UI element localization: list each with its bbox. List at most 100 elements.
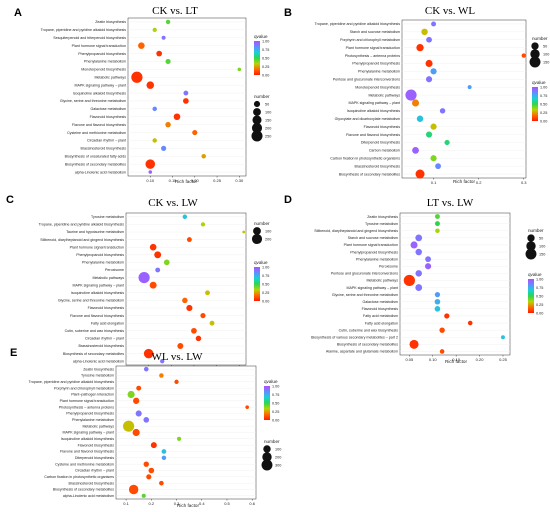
category-label: Plant hormone signal transduction <box>60 399 114 403</box>
category-label: Phenylpropanoid biosynthesis <box>78 52 126 56</box>
category-label: Flavonoid biosynthesis <box>88 306 125 310</box>
x-tick-label: 0.20 <box>476 357 485 362</box>
number-legend-title: number <box>254 94 270 99</box>
category-label: Phenylalanine metabolism <box>82 261 124 265</box>
panel-letter: B <box>284 7 292 19</box>
category-label: Zeatin biosynthesis <box>83 367 114 371</box>
number-legend-dot <box>263 445 271 453</box>
category-label: Peroxisome <box>379 264 398 268</box>
category-label: Galactose metabolism <box>362 300 398 304</box>
data-point <box>426 36 432 43</box>
number-legend-dot <box>251 130 263 142</box>
qvalue-colorbar <box>254 267 260 301</box>
data-point <box>149 281 157 289</box>
plot-frame <box>125 212 247 366</box>
data-point <box>183 98 189 104</box>
data-point <box>143 366 149 372</box>
number-legend-dot <box>251 233 263 245</box>
qvalue-legend-title: qvalue <box>264 379 278 384</box>
data-point <box>410 241 418 249</box>
data-point <box>183 90 189 96</box>
category-label: Tyrosine metabolism <box>81 374 114 378</box>
data-point <box>182 214 188 220</box>
number-tick-label: 250 <box>265 134 271 138</box>
data-point <box>415 234 423 242</box>
data-point <box>149 243 157 251</box>
qvalue-legend-title: qvalue <box>254 260 268 265</box>
qvalue-tick-label: 1.00 <box>262 265 269 269</box>
qvalue-tick-label: 0.75 <box>540 94 547 98</box>
qvalue-colorbar <box>264 386 270 420</box>
data-point <box>161 449 167 454</box>
qvalue-tick-label: 1.00 <box>262 39 269 43</box>
category-label: Porphyrin and chlorophyll metabolism <box>340 38 400 42</box>
panel-e: E WL vs. LW Zeatin biosynthesis Tyrosine … <box>10 347 281 508</box>
data-point <box>136 385 142 391</box>
qvalue-tick-label: 0.50 <box>262 282 269 286</box>
category-label: Cysteine and methionine metabolism <box>67 131 126 135</box>
category-label: Tyrosine metabolism <box>91 215 124 219</box>
category-label: Isoquinoline alkaloid biosynthesis <box>347 109 400 113</box>
category-label: Metabolic pathways <box>366 279 398 283</box>
data-point <box>435 163 441 170</box>
category-label: Cutin, suberine and wax biosynthesis <box>339 328 399 332</box>
number-legend-dot <box>251 122 263 134</box>
number-legend-dot <box>252 115 262 125</box>
data-point <box>439 349 445 354</box>
qvalue-tick-label: 0.25 <box>262 65 269 69</box>
data-point <box>138 272 150 284</box>
data-point <box>161 35 166 40</box>
qvalue-tick-label: 0.75 <box>272 393 279 397</box>
data-point <box>186 237 192 243</box>
category-label: Phenylalanine metabolism <box>84 60 126 64</box>
number-legend-dot <box>525 248 537 260</box>
data-point <box>161 455 167 461</box>
category-label: MAPK signaling pathway – plant <box>62 431 114 435</box>
number-legend-dot <box>529 56 541 68</box>
qvalue-tick-label: 0.75 <box>262 48 269 52</box>
panel-b: B CK vs. WL Tropane, piperidine and pyri… <box>284 5 549 185</box>
category-label: Photosynthesis – antenna proteins <box>345 54 400 58</box>
category-label: Carbon metabolism <box>369 149 400 153</box>
data-point <box>200 222 206 227</box>
category-label: Starch and sucrose metabolism <box>350 30 400 34</box>
data-point <box>415 248 422 256</box>
category-label: Diterpenoid biosynthesis <box>361 141 400 145</box>
category-label: Starch and sucrose metabolism <box>348 236 398 240</box>
category-label: Biosynthesis of secondary metabolites <box>337 343 398 347</box>
data-point <box>143 348 154 359</box>
x-tick-label: 0.4 <box>199 501 205 506</box>
plot-area: Zeatin biosynthesis Tropane, piperidine a… <box>41 17 247 183</box>
category-label: Biosynthesis of secondary metabolites <box>65 162 126 166</box>
number-legend-dot <box>262 452 272 462</box>
x-axis-title: Rich factor <box>177 503 199 508</box>
x-tick-label: 0.10 <box>146 178 155 183</box>
data-point <box>439 108 446 114</box>
category-label: Flavone and flavonol biosynthesis <box>60 450 114 454</box>
x-tick-label: 0.3 <box>174 501 180 506</box>
category-label: Peroxisome <box>105 268 124 272</box>
data-point <box>444 139 450 146</box>
data-point <box>141 493 146 498</box>
category-label: Glycine, serine and threonine metabolism <box>60 99 126 103</box>
category-label: Isoquinoline alkaloid biosynthesis <box>71 291 124 295</box>
category-label: Stilbenoid, diarylheptanoid and gingerol… <box>40 238 124 242</box>
category-label: Tropane, piperidine and pyridine alkaloi… <box>39 223 125 227</box>
category-label: Stilbenoid, diarylheptanoid and gingerol… <box>314 229 398 233</box>
panel-c: C CK vs. LW Tyrosine metabolism Tropane, … <box>6 194 271 372</box>
data-point <box>434 306 441 312</box>
data-point <box>148 467 155 474</box>
qvalue-tick-label: 0.25 <box>272 410 279 414</box>
number-legend-dot <box>527 234 535 242</box>
data-point <box>245 405 249 409</box>
category-label: Pentose and glucuronate interconversions <box>333 77 400 81</box>
qvalue-tick-label: 0.50 <box>540 102 547 106</box>
number-legend-dot <box>253 227 261 235</box>
number-tick-label: 200 <box>275 455 281 459</box>
category-label: Flavonoid biosynthesis <box>362 307 399 311</box>
x-tick-label: 0.05 <box>405 357 414 362</box>
category-label: Porphyrin and chlorophyll metabolism <box>54 386 114 390</box>
number-legend-title: number <box>528 228 544 233</box>
